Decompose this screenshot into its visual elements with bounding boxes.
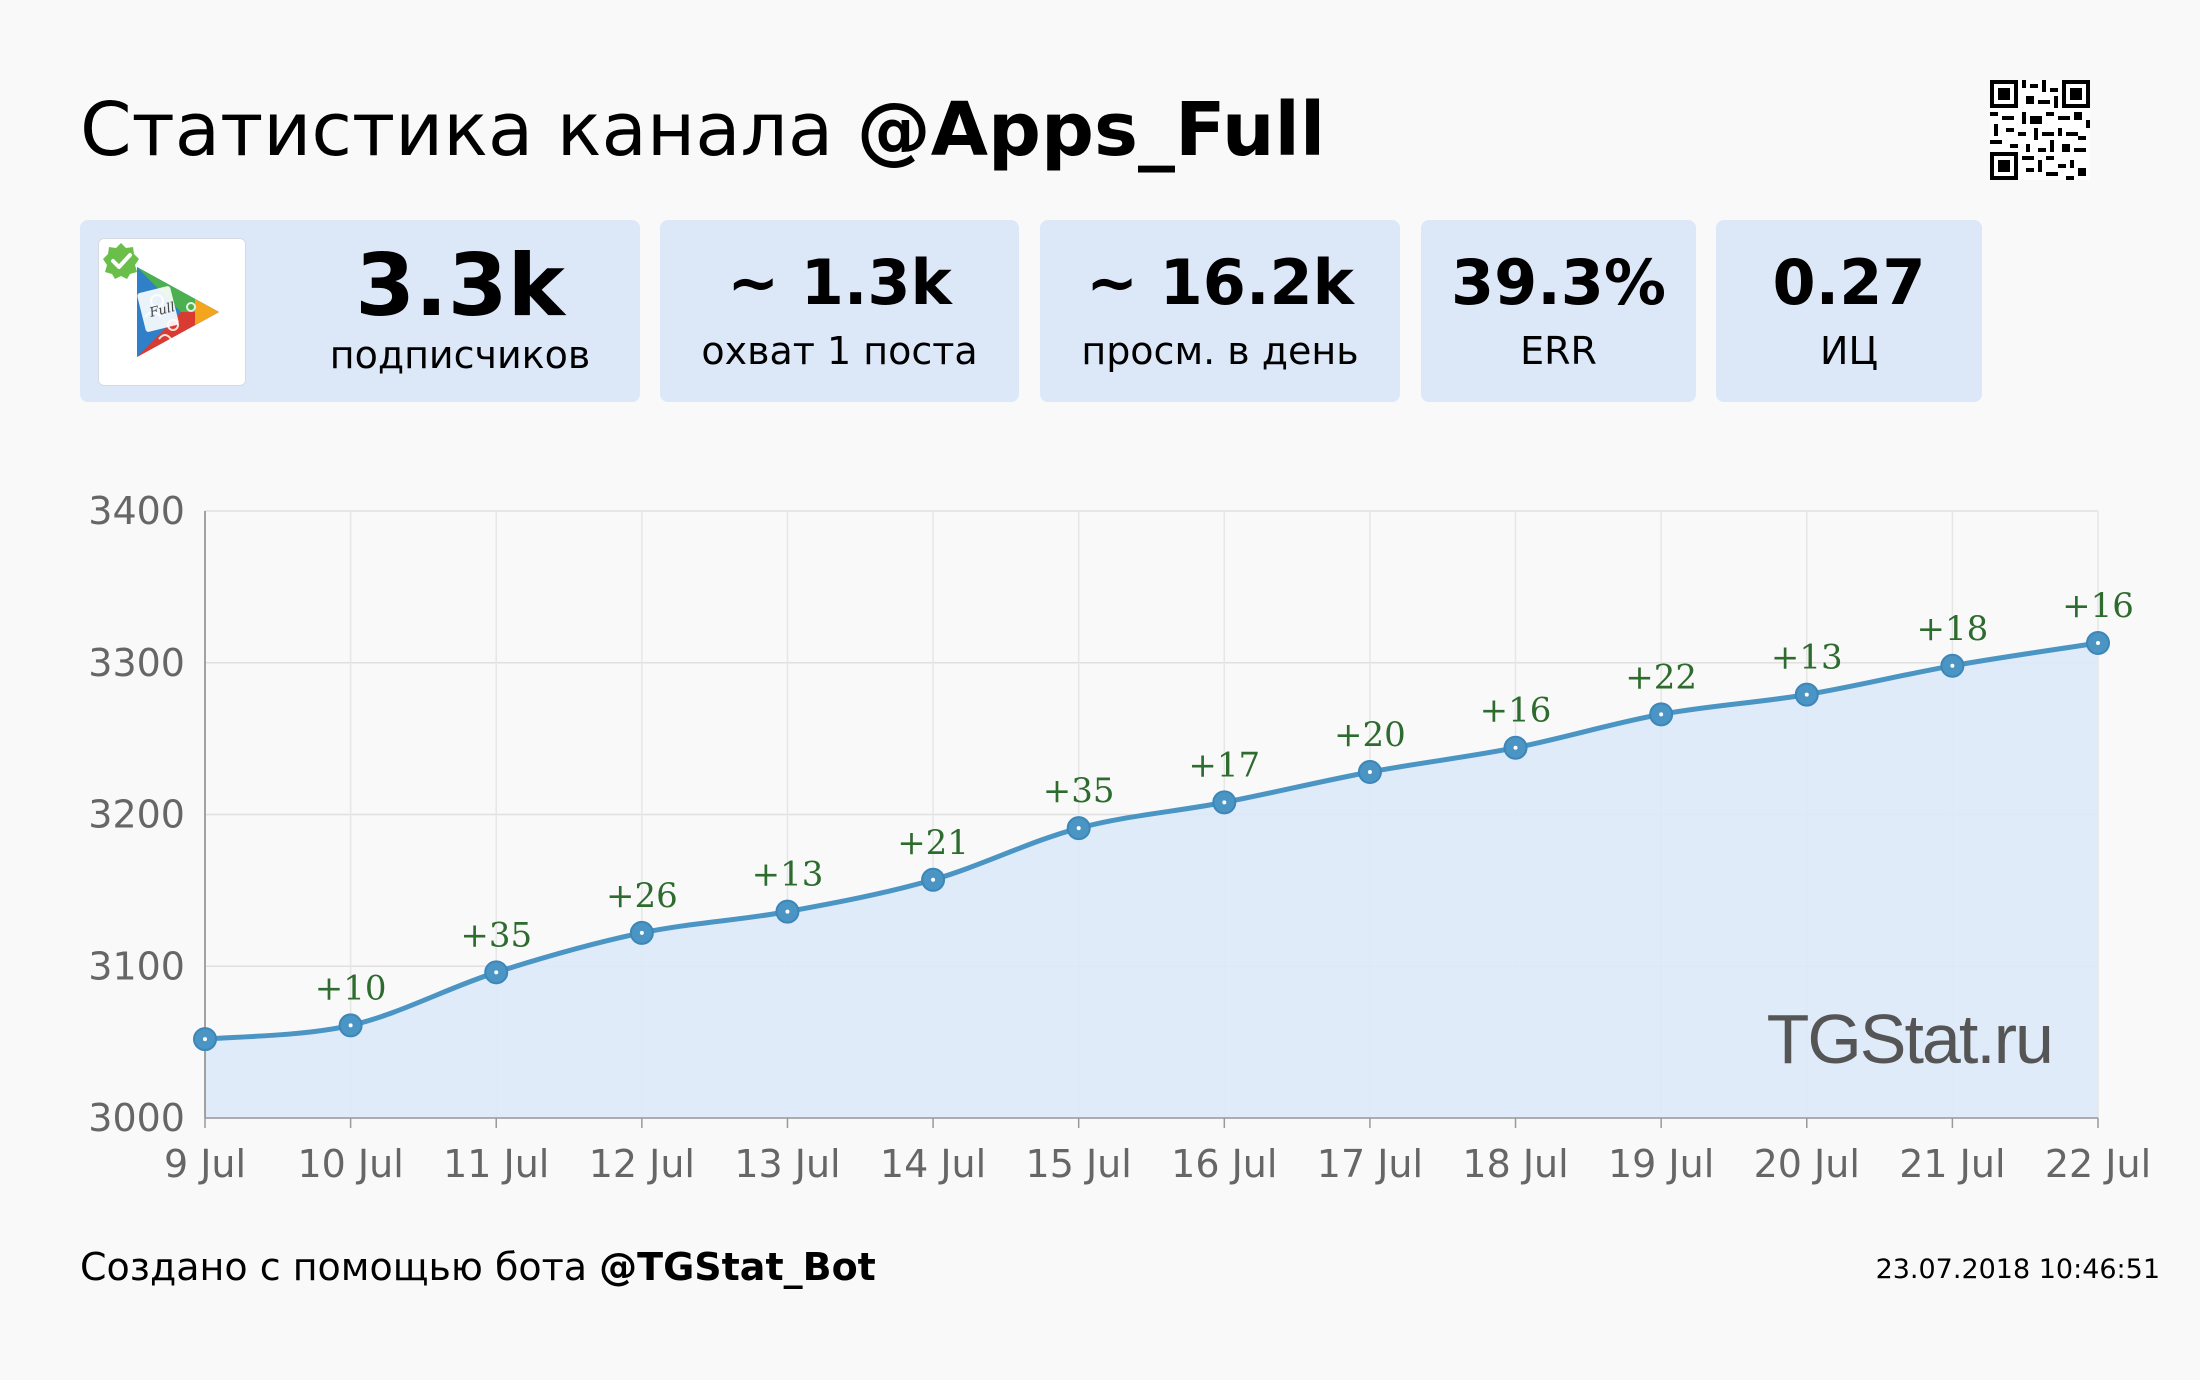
x-tick-label: 12 Jul [589,1142,695,1186]
data-point-center [494,970,499,975]
y-tick-label: 3300 [88,641,185,685]
x-tick-label: 17 Jul [1317,1142,1423,1186]
data-label: +26 [606,876,678,916]
data-point-center [1804,692,1809,697]
verified-check-icon [103,243,139,279]
data-point-center [2096,641,2100,646]
views-label: просм. в день [1081,329,1359,373]
x-tick-label: 11 Jul [443,1142,549,1186]
x-tick-label: 21 Jul [1899,1142,2005,1186]
data-point-center [1659,712,1664,717]
citation-index-label: ИЦ [1820,329,1878,373]
views-value: ~ 16.2k [1086,246,1354,319]
y-tick-label: 3100 [88,944,185,988]
title-prefix: Статистика канала [80,87,834,173]
subscribers-card: Full 3.3k подписчиков [80,220,640,402]
reach-card: ~ 1.3k охват 1 поста [660,220,1019,402]
data-label: +21 [897,823,969,863]
data-label: +20 [1334,715,1406,755]
err-label: ERR [1520,329,1597,373]
data-point-center [1950,663,1955,668]
data-point-center [639,930,644,935]
data-label: +35 [460,915,532,955]
channel-handle: @Apps_Full [856,87,1326,173]
data-label: +18 [1917,609,1989,649]
data-point-center [785,909,790,914]
series-line [204,640,2099,1042]
subscribers-chart: TGStat.ru 3000 3100 3200 3300 3400 9 Jul 10 Jul… [88,489,2151,1186]
data-label: +13 [1771,638,1843,678]
x-tick-label: 14 Jul [880,1142,986,1186]
y-tick-label: 3000 [88,1096,185,1140]
x-tick-label: 19 Jul [1608,1142,1714,1186]
x-tick-label: 9 Jul [164,1142,246,1186]
generated-timestamp: 23.07.2018 10:46:51 [1875,1254,2160,1285]
err-card: 39.3% ERR [1421,220,1696,402]
data-point-center [1222,800,1227,805]
data-label: +16 [1480,691,1552,731]
reach-value: ~ 1.3k [727,246,952,319]
citation-index-card: 0.27 ИЦ [1716,220,1982,402]
data-label: +16 [2062,586,2134,626]
data-point-center [203,1037,207,1042]
data-label: +35 [1043,771,1115,811]
bot-link[interactable]: @TGStat_Bot [599,1245,876,1289]
svg-text:Full: Full [147,300,177,321]
x-tick-label: 13 Jul [734,1142,840,1186]
x-tick-label: 10 Jul [297,1142,403,1186]
reach-label: охват 1 поста [701,329,978,373]
play-store-logo: Full [137,267,219,357]
subscribers-value: 3.3k [355,236,565,336]
citation-index-value: 0.27 [1772,246,1926,319]
y-tick-label: 3400 [88,489,185,533]
data-label: +10 [315,968,387,1008]
footer-credit: Создано с помощью бота @TGStat_Bot [80,1244,876,1290]
footer-text: Создано с помощью бота [80,1245,588,1289]
data-point-center [348,1023,353,1028]
data-point-center [931,877,936,882]
views-card: ~ 16.2k просм. в день [1040,220,1400,402]
page-title: Статистика канала @Apps_Full [80,88,1325,172]
data-point-center [1513,745,1518,750]
x-tick-label: 16 Jul [1171,1142,1277,1186]
data-label: +22 [1625,657,1697,697]
data-point-center [1076,826,1081,831]
data-point-center [1367,770,1372,775]
err-value: 39.3% [1450,246,1667,319]
channel-avatar: Full [98,238,246,386]
x-tick-label: 18 Jul [1462,1142,1568,1186]
data-label: +17 [1188,745,1260,785]
data-label: +13 [752,855,824,895]
x-tick-label: 20 Jul [1754,1142,1860,1186]
series-area [205,643,2098,1118]
x-tick-label: 22 Jul [2045,1142,2151,1186]
x-tick-label: 15 Jul [1026,1142,1132,1186]
y-tick-label: 3200 [88,793,185,837]
subscribers-label: подписчиков [329,333,591,377]
watermark: TGStat.ru [1767,1000,2052,1078]
qr-code [1990,80,2090,180]
